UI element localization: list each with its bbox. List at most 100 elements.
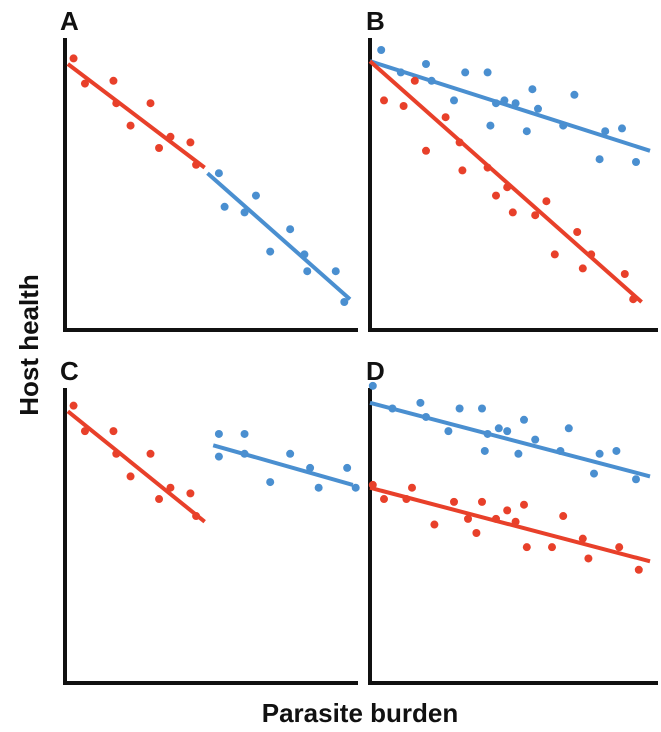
- data-point-red: [186, 489, 195, 498]
- data-point-blue: [483, 429, 492, 438]
- data-point-blue: [483, 68, 492, 77]
- data-point-blue: [570, 90, 579, 99]
- data-point-blue: [461, 68, 470, 77]
- data-point-blue: [240, 208, 249, 217]
- data-point-blue: [214, 452, 223, 461]
- data-point-red: [503, 183, 512, 192]
- data-point-blue: [314, 483, 323, 492]
- data-point-red: [109, 76, 118, 85]
- series-blue: [206, 169, 352, 306]
- data-point-red: [368, 480, 377, 489]
- panel-label: A: [60, 6, 79, 36]
- data-point-red: [548, 543, 556, 552]
- data-point-red: [112, 99, 121, 108]
- data-point-red: [166, 483, 175, 492]
- data-point-red: [584, 554, 593, 563]
- data-point-blue: [368, 381, 377, 390]
- data-point-blue: [422, 412, 430, 421]
- data-point-blue: [511, 99, 520, 108]
- series-red: [66, 401, 206, 524]
- data-point-red: [380, 495, 388, 504]
- data-point-red: [69, 54, 78, 63]
- data-point-red: [478, 497, 486, 506]
- data-point-red: [430, 520, 439, 529]
- data-point-red: [483, 163, 492, 172]
- data-point-blue: [214, 429, 223, 438]
- data-point-blue: [520, 415, 528, 424]
- data-point-red: [399, 102, 408, 110]
- data-point-red: [441, 113, 450, 122]
- series-red: [66, 54, 206, 170]
- data-point-red: [109, 427, 118, 436]
- data-point-red: [166, 132, 175, 141]
- data-point-red: [578, 534, 587, 543]
- fit-line-red: [368, 59, 643, 304]
- data-point-blue: [343, 463, 352, 472]
- data-point-blue: [416, 398, 425, 407]
- data-point-red: [155, 495, 164, 504]
- data-point-blue: [534, 104, 542, 113]
- panel-d: D: [366, 356, 658, 685]
- fit-line-blue: [212, 443, 354, 487]
- data-point-red: [146, 99, 155, 108]
- data-point-blue: [503, 427, 512, 436]
- data-point-blue: [514, 449, 523, 458]
- data-point-blue: [303, 267, 312, 276]
- panel-label: C: [60, 356, 79, 386]
- data-point-red: [458, 166, 467, 175]
- data-point-blue: [486, 121, 495, 130]
- data-point-blue: [300, 250, 309, 259]
- data-point-red: [126, 121, 135, 130]
- data-point-red: [559, 512, 568, 521]
- data-point-blue: [396, 68, 405, 77]
- series-red: [368, 480, 651, 574]
- data-point-red: [126, 472, 135, 481]
- data-point-blue: [632, 158, 640, 166]
- series-red: [368, 59, 643, 304]
- data-point-blue: [306, 463, 315, 472]
- data-point-red: [620, 270, 629, 278]
- data-point-blue: [528, 85, 537, 94]
- data-point-blue: [564, 424, 573, 433]
- data-point-blue: [590, 469, 598, 478]
- data-point-red: [542, 197, 551, 206]
- data-point-red: [522, 543, 531, 552]
- data-point-blue: [340, 298, 349, 306]
- data-point-red: [511, 517, 520, 526]
- series-blue: [212, 429, 360, 492]
- data-point-red: [192, 160, 201, 169]
- data-point-blue: [556, 446, 565, 455]
- data-point-blue: [251, 191, 260, 200]
- panel-label: D: [366, 356, 385, 386]
- series-blue: [369, 46, 651, 166]
- data-point-blue: [618, 124, 626, 133]
- data-point-blue: [522, 127, 531, 136]
- data-point-blue: [500, 96, 509, 105]
- data-point-blue: [266, 247, 275, 256]
- data-point-red: [629, 295, 638, 304]
- data-point-blue: [286, 225, 295, 234]
- y-axis-title: Host health: [14, 274, 44, 416]
- data-point-blue: [220, 202, 229, 211]
- fit-line-red: [66, 409, 206, 524]
- data-point-red: [492, 514, 500, 523]
- data-point-blue: [240, 449, 249, 458]
- data-point-red: [146, 449, 155, 458]
- data-point-blue: [494, 424, 503, 433]
- data-point-blue: [427, 76, 436, 85]
- x-axis-title: Parasite burden: [262, 698, 459, 728]
- data-point-blue: [480, 446, 489, 455]
- data-point-red: [550, 250, 559, 259]
- data-point-blue: [601, 127, 610, 136]
- data-point-red: [464, 514, 472, 523]
- data-point-red: [472, 529, 481, 538]
- data-point-red: [573, 228, 582, 236]
- panel-label: B: [366, 6, 385, 36]
- data-point-blue: [531, 435, 540, 444]
- fit-line-blue: [369, 59, 651, 153]
- panel-b: B: [366, 6, 658, 332]
- data-point-red: [410, 76, 419, 85]
- data-point-red: [80, 79, 89, 88]
- data-point-red: [587, 250, 596, 259]
- data-point-red: [455, 138, 464, 147]
